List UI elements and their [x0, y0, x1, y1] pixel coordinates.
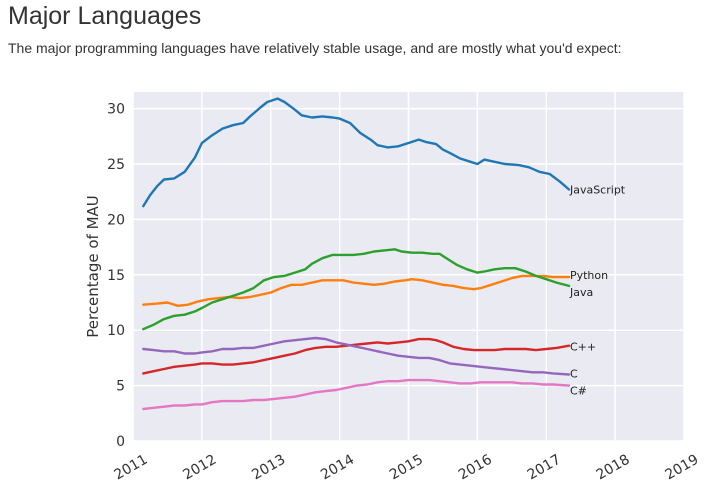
y-tick-label: 25 [107, 157, 125, 173]
y-axis-label: Percentage of MAU [84, 195, 102, 338]
series-line-java [142, 248, 571, 331]
grid-lines [132, 92, 685, 442]
x-tick-label: 2019 [663, 452, 702, 484]
x-tick-label: 2018 [594, 452, 633, 484]
y-tick-labels: 0 5 10 15 20 25 30 [107, 102, 125, 450]
series-labels: JavaScript Python Java C++ C C# [569, 183, 626, 397]
x-tick-label: 2012 [180, 452, 219, 484]
y-tick-label: 30 [107, 102, 125, 118]
y-tick-label: 10 [107, 323, 125, 339]
x-tick-labels: 2011 2012 2013 2014 2015 2016 2017 2018 2019 [112, 452, 702, 484]
series-label-c-: C# [570, 385, 587, 398]
x-tick-label: 2015 [387, 452, 426, 484]
series-label-javascript: JavaScript [569, 183, 626, 196]
series-line-c- [142, 378, 571, 411]
x-tick-label: 2011 [112, 452, 151, 484]
series-lines [142, 97, 571, 411]
page-title: Major Languages [8, 2, 202, 30]
series-label-c-: C++ [570, 341, 596, 354]
x-tick-label: 2017 [525, 452, 564, 484]
series-line-javascript [142, 97, 571, 208]
series-line-c- [142, 337, 571, 375]
x-tick-label: 2016 [456, 452, 495, 484]
y-tick-label: 5 [116, 379, 125, 395]
series-line-c [142, 336, 571, 376]
series-label-c: C [570, 368, 578, 381]
y-tick-label: 20 [107, 212, 125, 228]
y-tick-label: 0 [116, 434, 125, 450]
x-tick-label: 2014 [318, 452, 357, 484]
series-label-python: Python [570, 269, 608, 282]
series-line-python [142, 274, 571, 307]
y-tick-label: 15 [107, 268, 125, 284]
x-tick-label: 2013 [249, 452, 288, 484]
series-label-java: Java [569, 286, 593, 299]
page-intro: The major programming languages have rel… [8, 40, 622, 56]
